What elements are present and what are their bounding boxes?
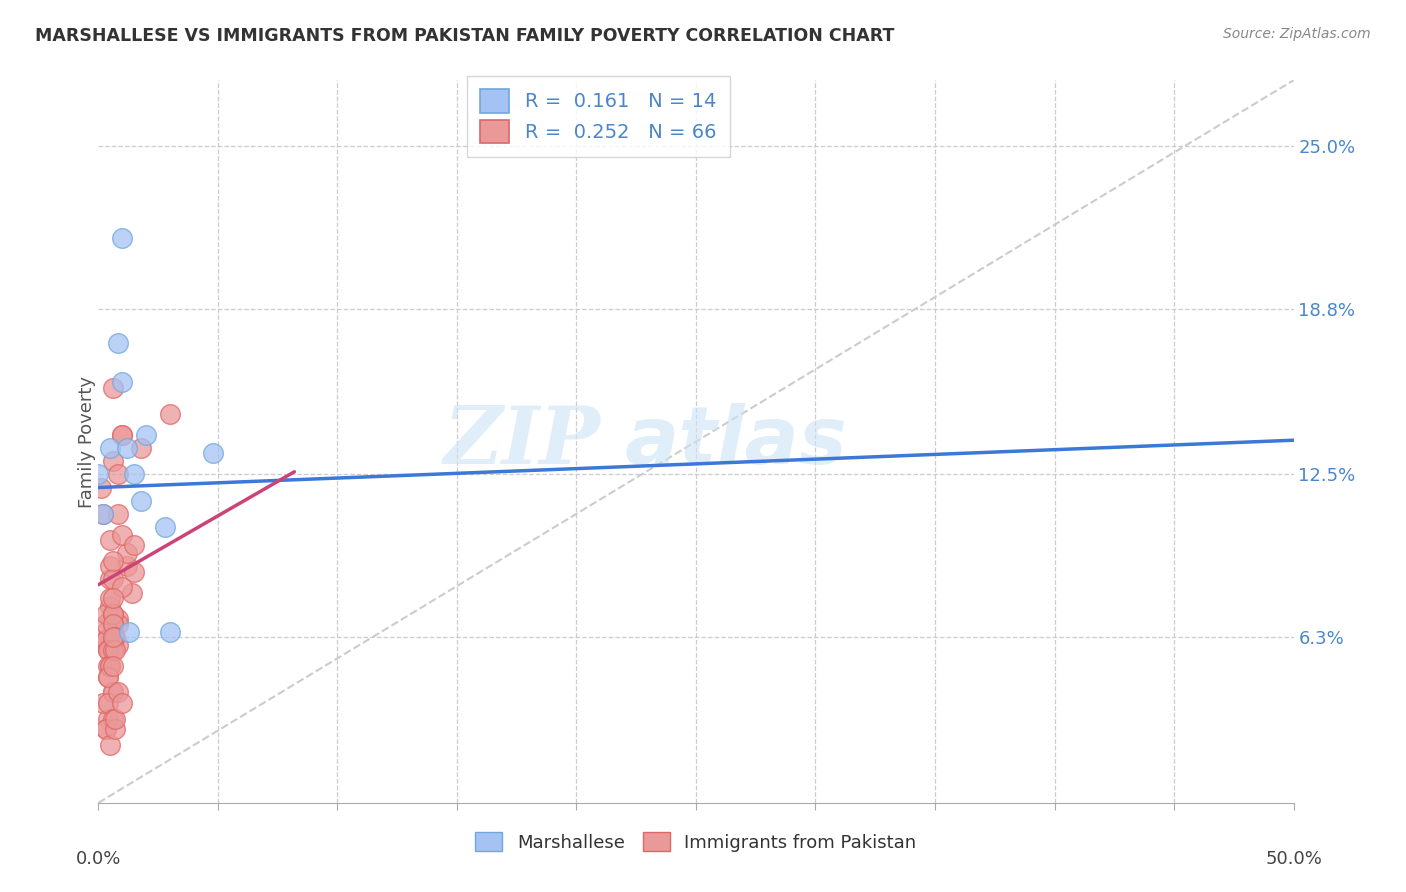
Point bbox=[104, 630, 127, 644]
Point bbox=[115, 559, 138, 574]
Point bbox=[91, 507, 114, 521]
Point bbox=[131, 493, 153, 508]
Point bbox=[124, 467, 146, 482]
Point bbox=[101, 617, 124, 632]
Point bbox=[94, 638, 117, 652]
Point bbox=[94, 607, 117, 621]
Text: Source: ZipAtlas.com: Source: ZipAtlas.com bbox=[1223, 27, 1371, 41]
Point bbox=[97, 712, 120, 726]
Point bbox=[115, 441, 138, 455]
Point bbox=[159, 407, 181, 421]
Text: MARSHALLESE VS IMMIGRANTS FROM PAKISTAN FAMILY POVERTY CORRELATION CHART: MARSHALLESE VS IMMIGRANTS FROM PAKISTAN … bbox=[35, 27, 894, 45]
Point bbox=[101, 381, 124, 395]
Point bbox=[97, 643, 120, 657]
Point bbox=[98, 659, 122, 673]
Point bbox=[101, 454, 124, 468]
Text: 50.0%: 50.0% bbox=[1265, 850, 1322, 868]
Point bbox=[98, 599, 122, 613]
Point bbox=[111, 428, 134, 442]
Point bbox=[101, 630, 124, 644]
Point bbox=[107, 467, 129, 482]
Text: ZIP: ZIP bbox=[443, 403, 600, 480]
Point bbox=[98, 591, 122, 605]
Point bbox=[121, 585, 143, 599]
Point bbox=[101, 712, 124, 726]
Text: atlas: atlas bbox=[624, 402, 846, 481]
Point bbox=[97, 696, 120, 710]
Point bbox=[101, 617, 124, 632]
Point bbox=[97, 643, 120, 657]
Point bbox=[115, 546, 138, 560]
Point bbox=[104, 723, 127, 737]
Point bbox=[101, 607, 124, 621]
Point bbox=[124, 565, 146, 579]
Point bbox=[107, 507, 129, 521]
Point bbox=[104, 712, 127, 726]
Y-axis label: Family Poverty: Family Poverty bbox=[79, 376, 96, 508]
Point bbox=[131, 441, 153, 455]
Point bbox=[104, 643, 127, 657]
Point bbox=[107, 617, 129, 632]
Point bbox=[124, 538, 146, 552]
Text: 0.0%: 0.0% bbox=[76, 850, 121, 868]
Point bbox=[101, 625, 124, 640]
Point bbox=[155, 520, 177, 534]
Point bbox=[111, 428, 134, 442]
Point bbox=[94, 617, 117, 632]
Point bbox=[101, 554, 124, 568]
Point bbox=[111, 528, 134, 542]
Point bbox=[101, 643, 124, 657]
Point bbox=[91, 696, 114, 710]
Point bbox=[97, 670, 120, 684]
Point bbox=[101, 573, 124, 587]
Point bbox=[98, 573, 122, 587]
Point bbox=[101, 591, 124, 605]
Point bbox=[94, 723, 117, 737]
Point bbox=[101, 607, 124, 621]
Point bbox=[135, 428, 157, 442]
Point bbox=[97, 670, 120, 684]
Point bbox=[202, 446, 225, 460]
Legend: Marshallese, Immigrants from Pakistan: Marshallese, Immigrants from Pakistan bbox=[468, 825, 924, 859]
Point bbox=[101, 659, 124, 673]
Point bbox=[87, 467, 110, 482]
Point bbox=[91, 507, 114, 521]
Point bbox=[101, 685, 124, 699]
Point bbox=[98, 441, 122, 455]
Point bbox=[98, 612, 122, 626]
Point bbox=[107, 612, 129, 626]
Point bbox=[98, 659, 122, 673]
Point bbox=[111, 231, 134, 245]
Point bbox=[101, 685, 124, 699]
Point bbox=[94, 632, 117, 647]
Point bbox=[111, 696, 134, 710]
Point bbox=[159, 625, 181, 640]
Point bbox=[107, 685, 129, 699]
Point bbox=[98, 533, 122, 547]
Point bbox=[111, 580, 134, 594]
Point bbox=[98, 559, 122, 574]
Point bbox=[118, 625, 141, 640]
Point bbox=[107, 638, 129, 652]
Point bbox=[94, 723, 117, 737]
Point bbox=[94, 625, 117, 640]
Point bbox=[97, 659, 120, 673]
Point bbox=[98, 738, 122, 752]
Point bbox=[107, 336, 129, 351]
Point bbox=[111, 376, 134, 390]
Point bbox=[90, 481, 112, 495]
Point bbox=[101, 632, 124, 647]
Point bbox=[94, 632, 117, 647]
